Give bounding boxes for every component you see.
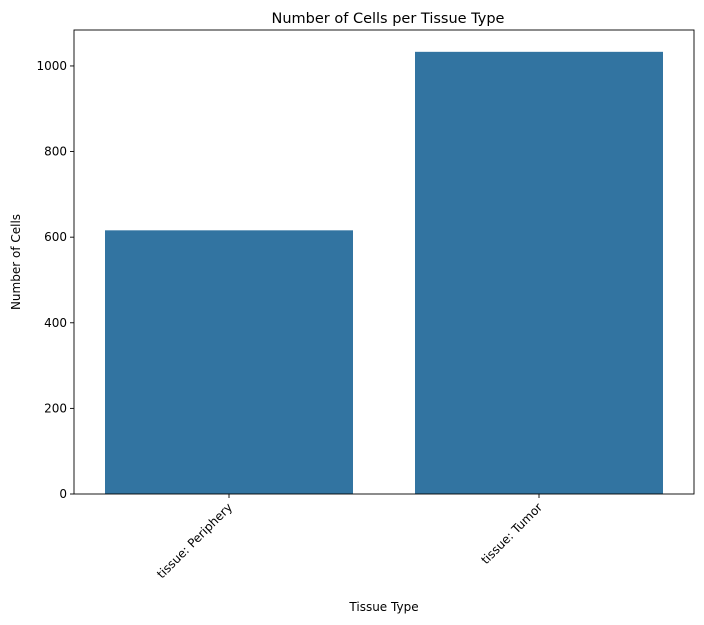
y-tick-label: 400 [44,316,67,330]
y-tick-label: 200 [44,401,67,415]
x-axis-label: Tissue Type [348,600,418,614]
y-tick-label: 0 [59,487,67,501]
plot-frame [73,29,695,495]
bars-group [105,51,663,495]
bar-1 [105,230,353,495]
y-axis-label: Number of Cells [9,214,23,310]
y-tick-label: 1000 [36,59,67,73]
chart-title: Number of Cells per Tissue Type [272,11,505,27]
y-tick-label: 800 [44,145,67,159]
y-axis-ticks: 0 200 400 600 800 1000 [36,59,74,501]
bar-2 [415,51,663,494]
y-tick-label: 600 [44,230,67,244]
